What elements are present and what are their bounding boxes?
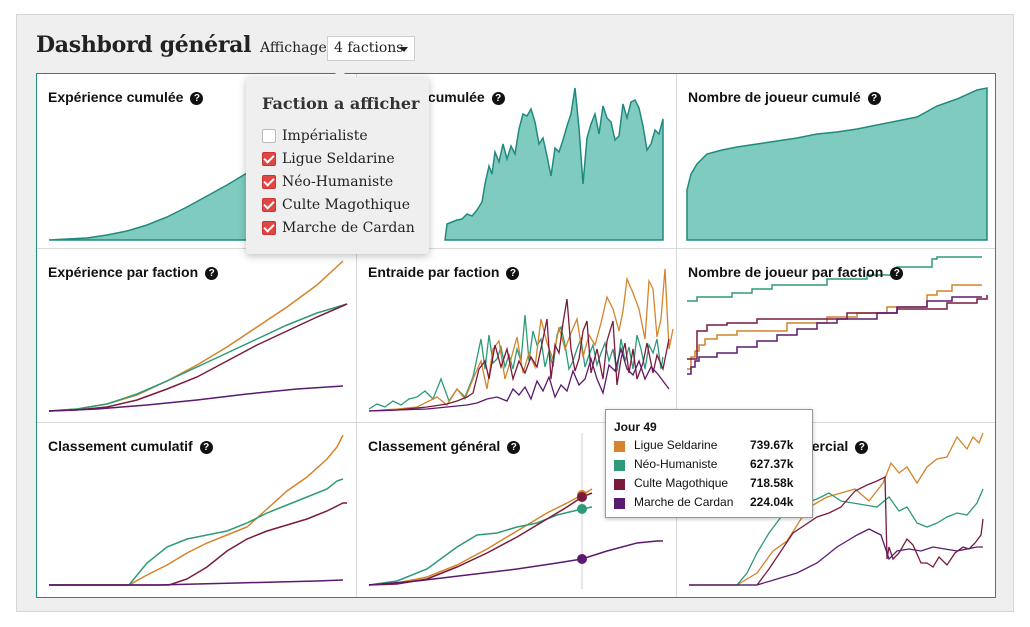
tooltip-series-name: Néo-Humaniste	[634, 457, 718, 471]
hover-point-neo-humaniste	[577, 504, 587, 514]
panel-nombre-joueur-cumule: Nombre de joueur cumulé?	[677, 74, 995, 247]
tooltip-row: Marche de Cardan 224.04k	[614, 495, 804, 513]
series-marche-de-cardan	[368, 540, 663, 586]
series-neo-humaniste	[49, 478, 344, 586]
area-chart	[444, 87, 664, 241]
help-icon[interactable]: ?	[890, 267, 904, 280]
panel-title: Expérience cumulée?	[48, 89, 204, 105]
help-icon[interactable]: ?	[491, 92, 505, 105]
display-label: Affichage	[260, 40, 327, 56]
faction-option-label: Impérialiste	[282, 128, 368, 144]
panel-title: Entraide par faction?	[368, 264, 520, 280]
panel-title: Classement général?	[368, 438, 521, 454]
tooltip-series-name: Culte Magothique	[634, 476, 729, 490]
series-neo-humaniste	[48, 303, 348, 412]
series-marche-de-cardan	[48, 385, 344, 412]
popover-title: Faction a afficher	[262, 94, 420, 113]
faction-option-label: Ligue Seldarine	[282, 151, 395, 167]
panel-classement-cumulatif: Classement cumulatif?	[37, 423, 355, 596]
line-chart	[368, 433, 663, 589]
area-series	[444, 87, 664, 241]
checkbox-neo-humaniste[interactable]	[262, 175, 276, 189]
panel-nombre-joueur-par-faction: Nombre de joueur par faction?	[677, 249, 995, 422]
chevron-down-icon	[400, 47, 408, 52]
legend-swatch	[614, 498, 625, 509]
panel-experience-par-faction: Expérience par faction?	[37, 249, 355, 422]
panel-title: Nombre de joueur par faction?	[688, 264, 904, 280]
step-chart	[687, 256, 988, 375]
help-icon[interactable]: ?	[205, 267, 219, 280]
faction-option-label: Néo-Humaniste	[282, 174, 394, 190]
help-icon[interactable]: ?	[506, 267, 520, 280]
line-chart	[689, 432, 984, 586]
series-ligue-seldarine	[689, 432, 984, 586]
tooltip-series-name: Marche de Cardan	[634, 495, 734, 509]
checkbox-ligue-seldarine[interactable]	[262, 152, 276, 166]
series-culte-magothique	[368, 298, 670, 412]
legend-swatch	[614, 460, 625, 471]
grid-divider	[37, 248, 995, 249]
faction-option-label: Culte Magothique	[282, 197, 411, 213]
series-marche-de-cardan	[368, 346, 670, 412]
series-ligue-seldarine	[368, 488, 593, 586]
popover-arrow	[331, 69, 349, 78]
series-culte-magothique	[49, 502, 347, 586]
grid-divider	[37, 422, 995, 423]
tooltip-row: Ligue Seldarine 739.67k	[614, 438, 804, 456]
checkbox-imperialiste[interactable]	[262, 129, 276, 143]
tooltip-series-value: 739.67k	[750, 438, 794, 452]
checkbox-marche-de-cardan[interactable]	[262, 221, 276, 235]
panel-classement-general: Classement général?	[357, 423, 675, 596]
series-ligue-seldarine	[368, 268, 674, 412]
chart-grid: Expérience cumulée? Entraide cumulée? No…	[36, 73, 996, 598]
tooltip-series-name: Ligue Seldarine	[634, 438, 718, 452]
legend-swatch	[614, 479, 625, 490]
legend-swatch	[614, 441, 625, 452]
series-neo-humaniste	[368, 506, 593, 586]
tooltip-series-value: 627.37k	[750, 457, 794, 471]
series-culte-magothique	[48, 303, 348, 412]
faction-option-label: Marche de Cardan	[282, 220, 415, 236]
chart-tooltip: Jour 49 Ligue Seldarine 739.67k Néo-Huma…	[605, 409, 813, 518]
hover-point-culte-magothique	[577, 492, 587, 502]
panel-title: Classement cumulatif?	[48, 438, 213, 454]
checkbox-culte-magothique[interactable]	[262, 198, 276, 212]
series-neo-humaniste	[689, 488, 984, 586]
tooltip-row: Culte Magothique 718.58k	[614, 476, 804, 494]
line-chart	[368, 268, 674, 412]
series-culte-magothique	[689, 475, 984, 586]
faction-count-dropdown[interactable]: 4 factions	[327, 36, 415, 61]
line-chart	[49, 434, 347, 586]
series-marche-de-cardan	[689, 528, 983, 586]
series-neo-humaniste	[687, 256, 982, 302]
tooltip-row: Néo-Humaniste 627.37k	[614, 457, 804, 475]
hover-point-marche-de-cardan	[577, 554, 587, 564]
area-series	[686, 87, 988, 241]
faction-count-value: 4 factions	[334, 40, 404, 56]
help-icon[interactable]: ?	[855, 441, 869, 454]
grid-divider	[676, 74, 677, 597]
help-icon[interactable]: ?	[867, 92, 881, 105]
tooltip-title: Jour 49	[614, 420, 657, 434]
panel-title: Nombre de joueur cumulé?	[688, 89, 881, 105]
grid-divider	[356, 74, 357, 597]
page-title: Dashbord général	[36, 32, 252, 58]
line-chart	[48, 260, 348, 412]
area-chart	[686, 87, 988, 241]
tooltip-series-value: 224.04k	[750, 495, 794, 509]
series-marche-de-cardan	[49, 579, 344, 586]
help-icon[interactable]: ?	[507, 441, 521, 454]
help-icon[interactable]: ?	[190, 92, 204, 105]
panel-entraide-par-faction: Entraide par faction?	[357, 249, 675, 422]
help-icon[interactable]: ?	[199, 441, 213, 454]
faction-filter-popover: Faction a afficher Impérialiste Ligue Se…	[246, 69, 429, 254]
series-culte-magothique	[687, 295, 988, 360]
series-ligue-seldarine	[49, 434, 344, 586]
panel-title: Expérience par faction?	[48, 264, 219, 280]
series-marche-de-cardan	[687, 296, 982, 375]
tooltip-series-value: 718.58k	[750, 476, 794, 490]
